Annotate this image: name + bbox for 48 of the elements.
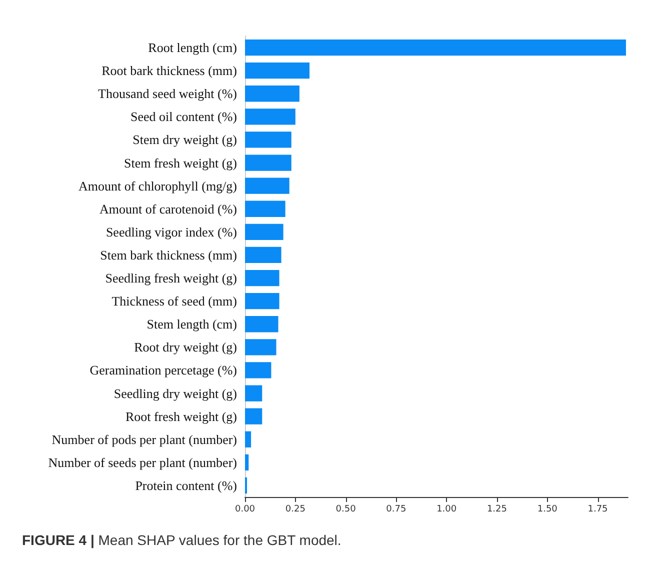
- y-tick-label: Stem bark thickness (mm): [100, 247, 237, 262]
- x-tick-label: 0.00: [234, 504, 256, 514]
- y-tick-label: Seedling fresh weight (g): [105, 270, 237, 286]
- x-tick-label: 1.75: [588, 504, 608, 514]
- y-tick-label: Amount of chlorophyll (mg/g): [78, 178, 237, 194]
- y-tick-label: Seedling dry weight (g): [114, 386, 237, 401]
- y-tick-label: Number of seeds per plant (number): [48, 454, 237, 470]
- x-tick-label: 1.50: [537, 504, 558, 514]
- y-tick-label: Thousand seed weight (%): [98, 86, 237, 102]
- y-tick-label: Amount of carotenoid (%): [99, 201, 237, 216]
- y-tick-label: Thickness of seed (mm): [112, 294, 237, 309]
- x-tick-label: 1.00: [436, 504, 457, 514]
- bar: [245, 385, 262, 402]
- y-tick-label: Seedling vigor index (%): [106, 224, 237, 240]
- y-tick-label: Stem fresh weight (g): [124, 155, 237, 170]
- bar: [245, 316, 278, 332]
- y-tick-label: Protein content (%): [135, 478, 237, 493]
- bar: [245, 293, 280, 310]
- y-tick-label: Root fresh weight (g): [125, 408, 237, 424]
- bar: [245, 39, 626, 56]
- x-tick-label: 0.75: [386, 504, 406, 514]
- bar: [245, 178, 290, 194]
- y-tick-label: Geramination percetage (%): [90, 362, 237, 378]
- bar: [245, 408, 262, 424]
- bar: [245, 362, 272, 378]
- bar: [245, 86, 300, 102]
- bar: [245, 454, 249, 470]
- bar: [245, 270, 280, 286]
- bar: [245, 132, 292, 148]
- y-tick-label: Root length (cm): [148, 40, 237, 56]
- bar: [245, 246, 282, 264]
- x-tick-label: 0.25: [285, 504, 306, 514]
- x-tick-label: 0.50: [336, 504, 356, 514]
- bar: [245, 224, 284, 240]
- y-tick-label: Number of pods per plant (number): [52, 432, 237, 447]
- y-tick-label: Root dry weight (g): [134, 340, 237, 355]
- y-tick-label: Root bark thickness (mm): [102, 63, 237, 78]
- bar: [245, 339, 276, 356]
- bar: [245, 200, 286, 217]
- caption: FIGURE 4 | Mean SHAP values for the GBT model.: [22, 532, 342, 548]
- y-tick-label: Seed oil content (%): [130, 109, 237, 124]
- y-tick-label: Stem dry weight (g): [132, 132, 237, 148]
- bar: [245, 154, 292, 171]
- y-tick-label: Stem length (cm): [146, 316, 237, 332]
- bar: [245, 62, 310, 79]
- x-tick-label: 1.25: [486, 504, 507, 514]
- bar: [245, 108, 296, 125]
- bar: [245, 431, 252, 448]
